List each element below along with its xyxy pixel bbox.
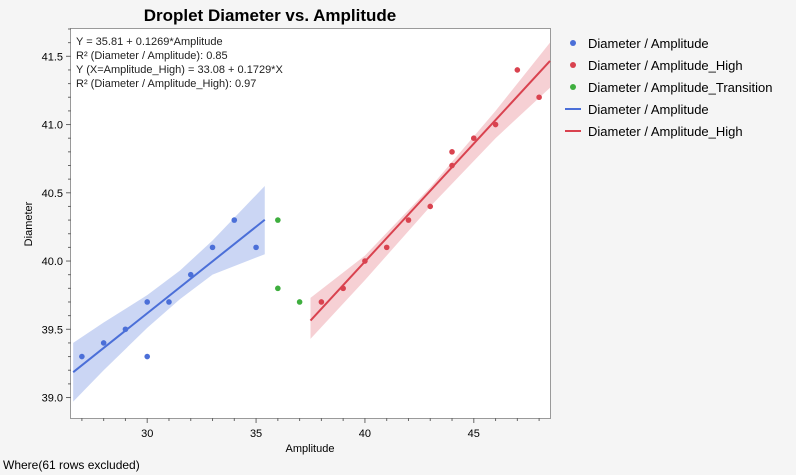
- legend-item[interactable]: Diameter / Amplitude: [562, 32, 773, 54]
- data-point: [340, 285, 346, 292]
- confidence-band-3: [73, 185, 265, 402]
- data-point: [144, 299, 151, 305]
- y-axis: 39.0 39.5 40.0 40.5 41.0 41.5: [42, 28, 71, 405]
- fit-lines: [72, 60, 551, 373]
- y-tick-label: 39.5: [42, 324, 63, 336]
- data-point: [449, 149, 455, 155]
- data-point: [187, 271, 194, 278]
- legend-label: Diameter / Amplitude: [588, 35, 709, 51]
- y-tick-label: 41.0: [42, 120, 63, 132]
- legend: Diameter / Amplitude Diameter / Amplitude…: [562, 32, 773, 142]
- data-point: [122, 326, 129, 333]
- regression-annotation-line: Y (X=Amplitude_High) = 33.08 + 0.1729*X: [76, 64, 283, 76]
- legend-item[interactable]: Diameter / Amplitude_Transition: [562, 76, 773, 98]
- data-point: [253, 244, 259, 251]
- legend-label: Diameter / Amplitude_High: [588, 57, 743, 73]
- regression-annotation-line: Y = 35.81 + 0.1269*Amplitude: [76, 36, 223, 48]
- x-tick-label: 30: [141, 428, 153, 440]
- data-points: [79, 67, 542, 360]
- regression-annotation-line: R² (Diameter / Amplitude): 0.85: [76, 50, 228, 62]
- x-tick-label: 45: [468, 428, 480, 440]
- plot-area: Y = 35.81 + 0.1269*Amplitude R² (Diameter…: [70, 28, 551, 419]
- data-point: [536, 94, 542, 101]
- legend-line-icon: [562, 125, 584, 137]
- plot-frame: [70, 28, 551, 419]
- y-tick-label: 39.0: [42, 393, 63, 405]
- legend-item[interactable]: Diameter / Amplitude: [562, 98, 773, 120]
- data-point: [100, 340, 107, 346]
- fit-line-4: [309, 60, 551, 322]
- data-point: [362, 258, 368, 264]
- data-point: [231, 217, 238, 223]
- data-point: [405, 217, 412, 223]
- regression-annotation-line: R² (Diameter / Amplitude_High): 0.97: [76, 78, 256, 90]
- data-point: [275, 217, 281, 223]
- legend-label: Diameter / Amplitude_High: [588, 123, 743, 139]
- y-tick-label: 41.5: [42, 51, 63, 63]
- chart-title: Droplet Diameter vs. Amplitude: [144, 6, 397, 25]
- data-point: [470, 135, 477, 141]
- data-point: [492, 121, 499, 128]
- data-point: [209, 244, 216, 251]
- data-point: [514, 67, 521, 73]
- x-tick-label: 35: [250, 428, 262, 440]
- legend-label: Diameter / Amplitude: [588, 101, 709, 117]
- y-axis-label: Diameter: [23, 201, 35, 246]
- legend-item[interactable]: Diameter / Amplitude_High: [562, 54, 773, 76]
- data-point: [79, 353, 85, 360]
- legend-line-icon: [562, 103, 584, 115]
- fit-line-3: [72, 218, 266, 373]
- data-point: [296, 299, 303, 305]
- excluded-rows-note: Where(61 rows excluded): [3, 458, 140, 472]
- data-point: [166, 299, 172, 305]
- legend-dot-icon: [562, 81, 584, 93]
- data-point: [449, 162, 455, 169]
- x-tick-label: 40: [359, 428, 371, 440]
- x-axis-label: Amplitude: [286, 443, 335, 455]
- data-point: [275, 285, 281, 292]
- legend-dot-icon: [562, 37, 584, 49]
- y-tick-label: 40.0: [42, 256, 63, 268]
- y-tick-label: 40.5: [42, 188, 63, 200]
- legend-dot-icon: [562, 59, 584, 71]
- data-point: [318, 299, 325, 305]
- data-point: [427, 203, 434, 210]
- x-axis: 30 35 40 45: [81, 418, 540, 440]
- legend-item[interactable]: Diameter / Amplitude_High: [562, 120, 773, 142]
- data-point: [144, 353, 151, 360]
- data-point: [383, 244, 390, 251]
- regression-annotations: Y = 35.81 + 0.1269*Amplitude R² (Diameter…: [76, 36, 283, 90]
- legend-label: Diameter / Amplitude_Transition: [588, 79, 773, 95]
